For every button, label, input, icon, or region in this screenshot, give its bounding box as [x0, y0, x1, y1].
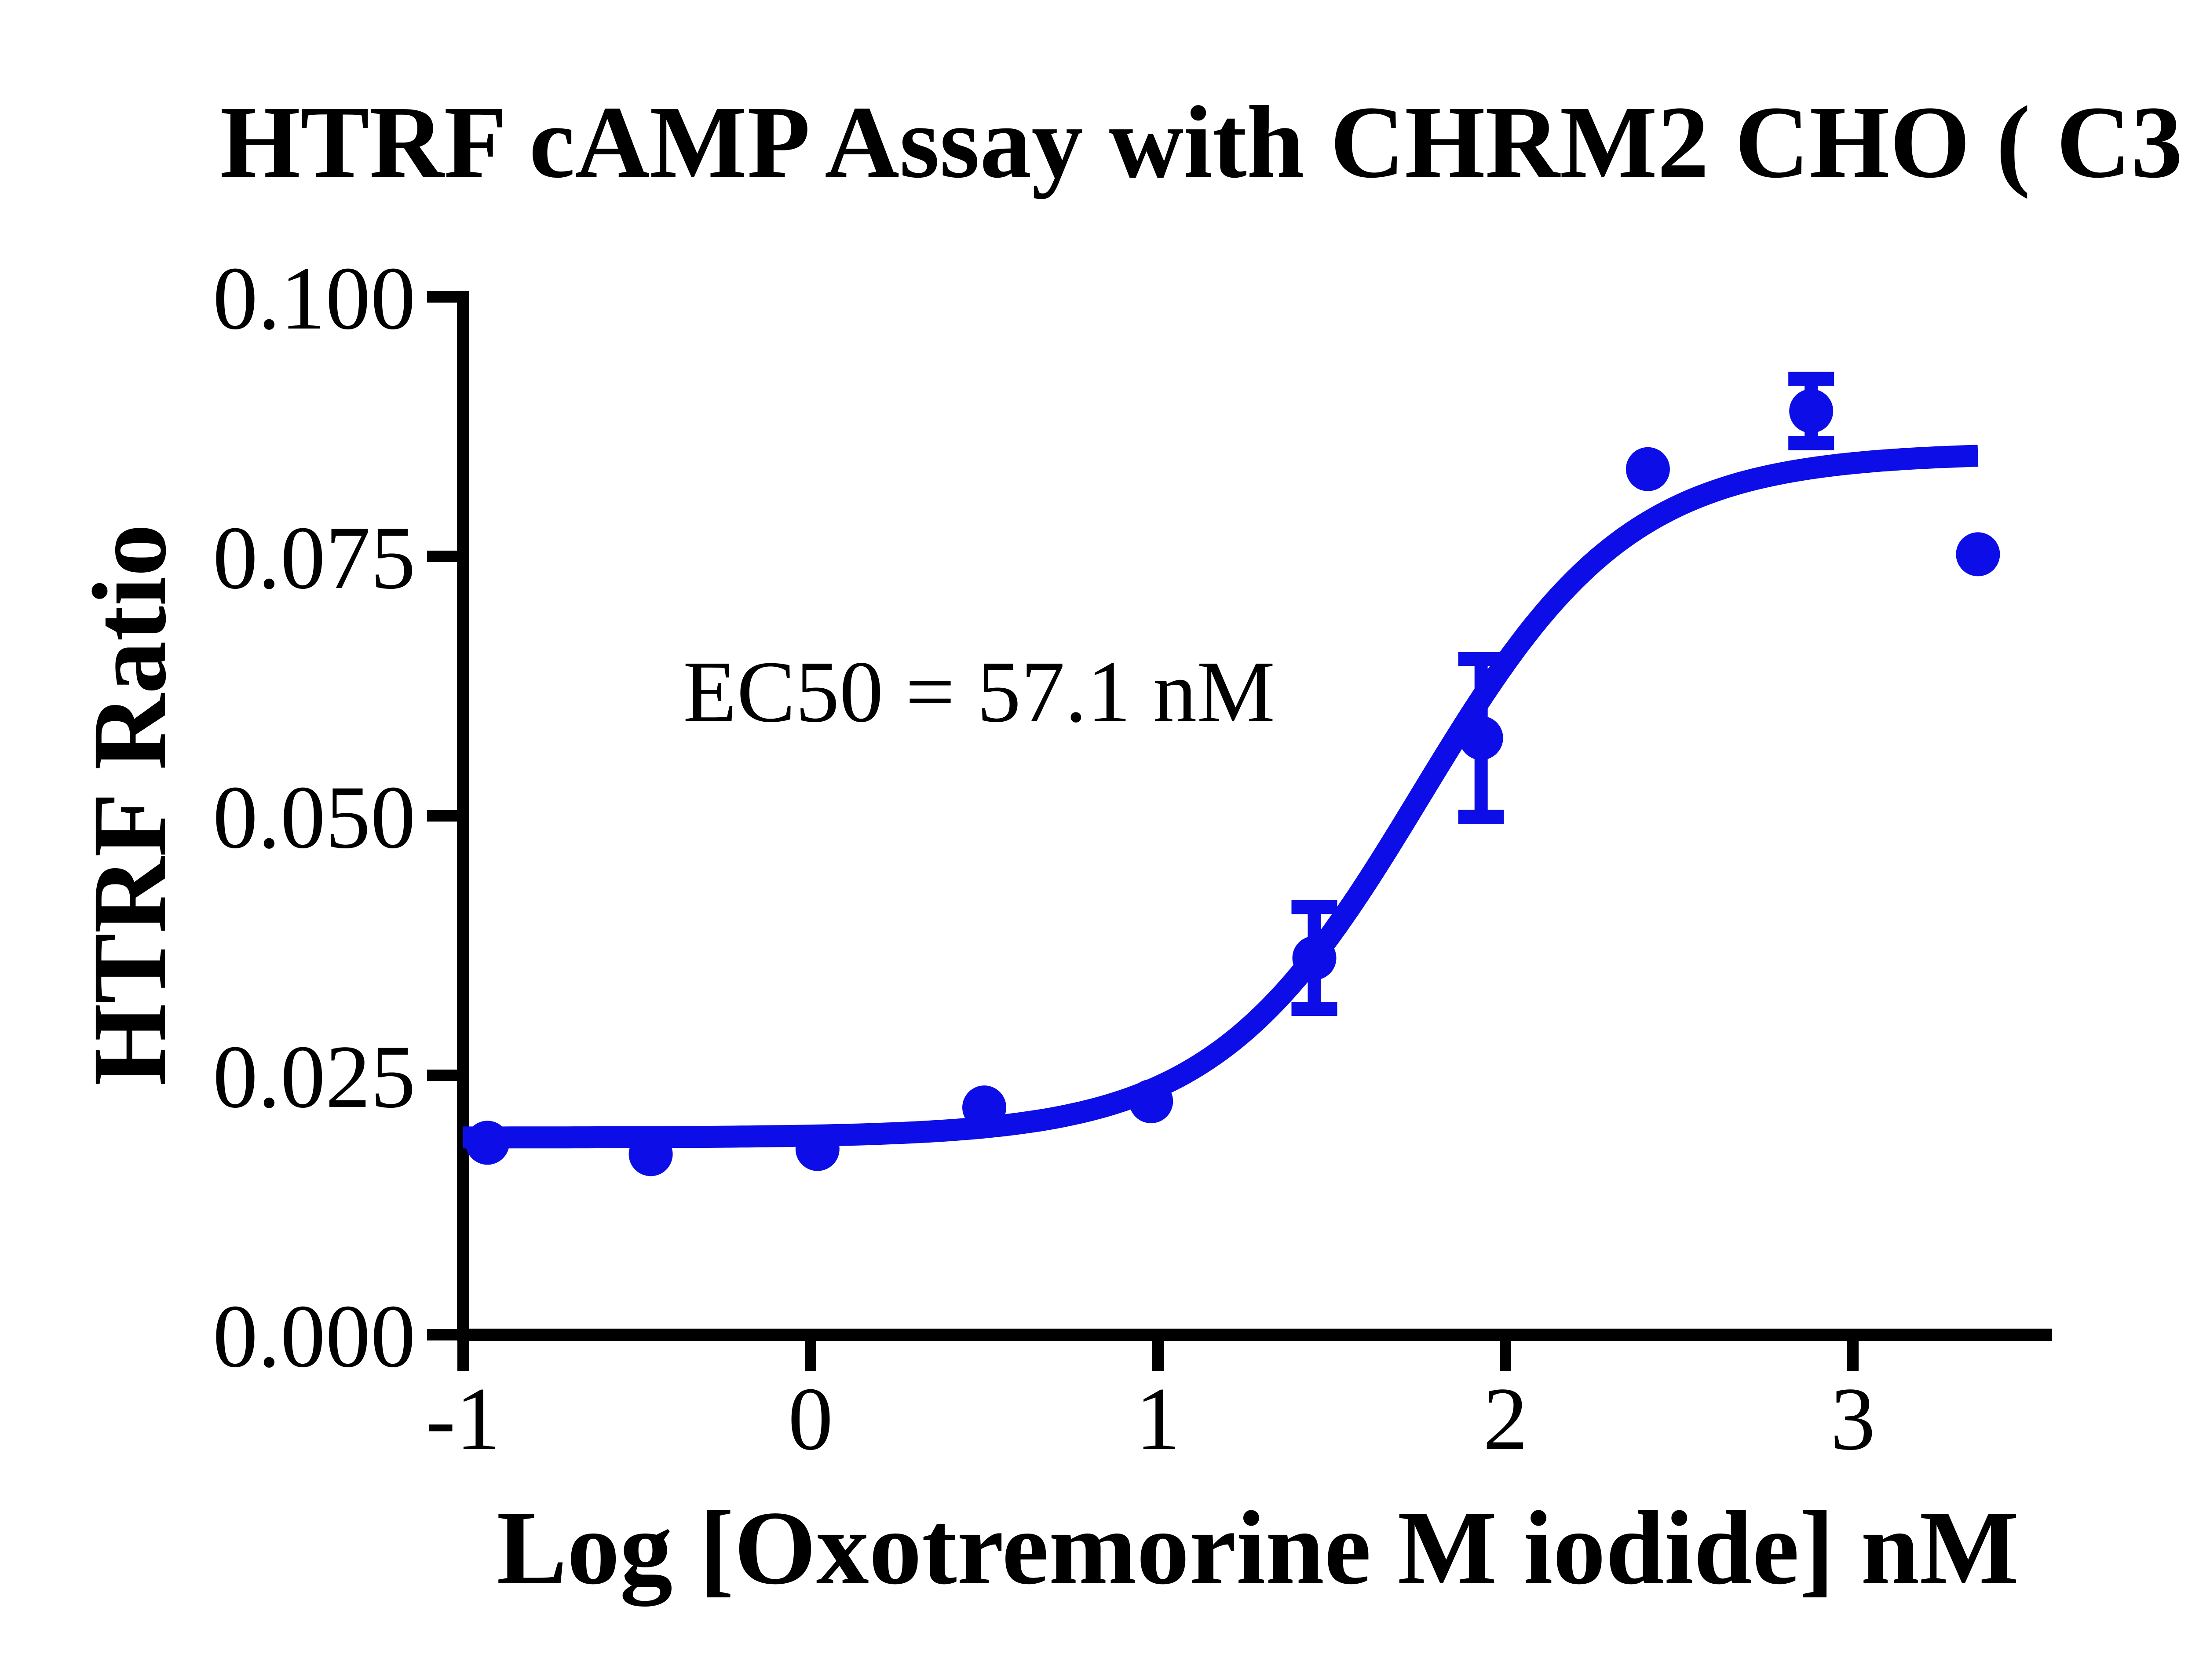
y-tick-label: 0.050	[213, 767, 416, 867]
data-point-marker	[795, 1127, 840, 1171]
data-point-marker	[465, 1121, 510, 1165]
data-point-marker	[962, 1085, 1006, 1130]
chart-title: HTRF cAMP Assay with CHRM2 CHO ( C3 )	[220, 85, 2199, 199]
y-tick-label: 0.025	[213, 1027, 416, 1127]
data-point-marker	[1956, 532, 2000, 577]
data-point-marker	[1789, 389, 1834, 433]
data-point-marker	[1459, 716, 1503, 760]
data-point-marker	[1292, 936, 1337, 980]
y-tick-label: 0.100	[213, 248, 416, 348]
y-tick-label: 0.000	[213, 1286, 416, 1386]
ec50-annotation: EC50 = 57.1 nM	[683, 643, 1275, 741]
x-axis-title: Log [Oxotremorine M iodide] nM	[497, 1489, 2019, 1607]
x-tick-label: -1	[426, 1369, 501, 1469]
data-point-marker	[628, 1132, 673, 1176]
x-tick-label: 2	[1483, 1369, 1528, 1469]
y-tick-label: 0.075	[213, 508, 416, 608]
x-tick-label: 0	[788, 1369, 833, 1469]
plot-area: 0.000 0.025 0.050 0.075 0.100 -1 0 1 2 3	[213, 248, 2052, 1469]
data-point-marker	[1626, 447, 1670, 491]
fit-curve	[459, 445, 1982, 1149]
x-tick-label: 1	[1136, 1369, 1181, 1469]
x-tick-label: 3	[1830, 1369, 1876, 1469]
data-point-marker	[1129, 1079, 1173, 1123]
y-axis-title: HTRF Ratio	[71, 524, 188, 1086]
